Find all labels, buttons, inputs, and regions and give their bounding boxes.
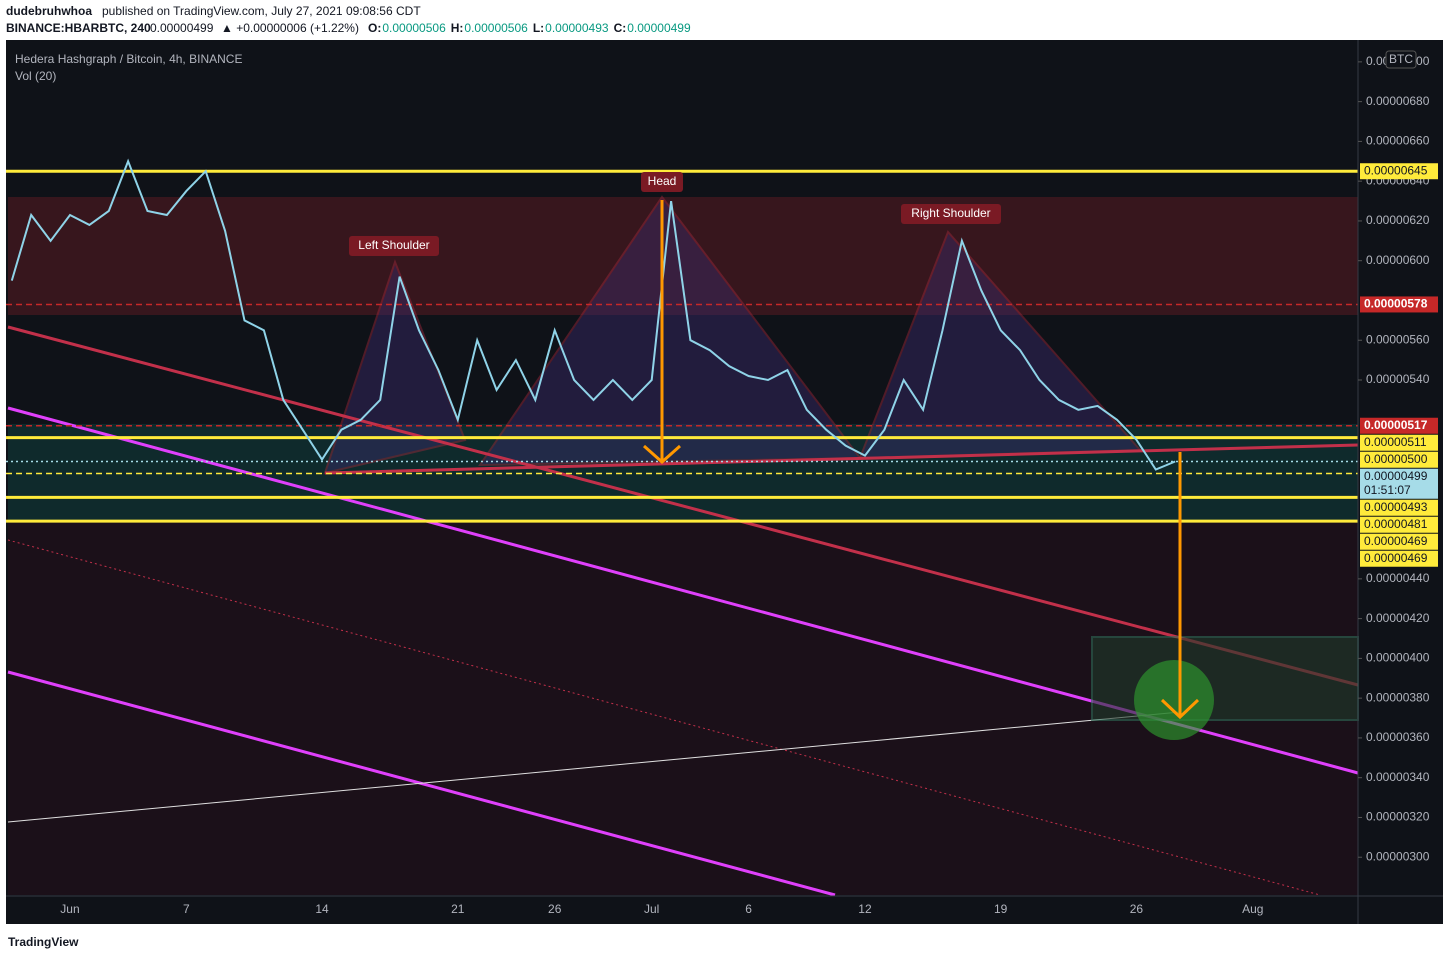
ohlc-value: 0.00000499 (627, 21, 691, 35)
annotation: Head (648, 174, 677, 188)
x-tick-label: Aug (1242, 902, 1263, 916)
x-tick-label: Jul (644, 902, 659, 916)
head-arrow-tip (643, 444, 681, 465)
x-tick-label: Jun (60, 902, 79, 916)
y-tick-label: 0.00000560 (1366, 332, 1430, 346)
head-shape (478, 195, 862, 467)
price-tag (1360, 296, 1438, 313)
price-tag (1360, 163, 1438, 180)
neckline (324, 443, 1359, 475)
price-tag (1360, 550, 1438, 567)
ohlc-key: C: (614, 21, 627, 35)
ohlc-value: 0.00000493 (545, 21, 609, 35)
annotation: Right Shoulder (911, 206, 990, 220)
price-tag-label: 0.00000493 (1364, 500, 1428, 514)
symbol: BINANCE:HBARBTC, 240 (6, 21, 151, 35)
annotation: Left Shoulder (358, 238, 429, 252)
price-tag (1360, 468, 1438, 499)
price-tag-label: 0.00000645 (1364, 163, 1428, 177)
price-tag (1360, 516, 1438, 533)
target-box (1091, 636, 1359, 721)
arrows (643, 200, 1200, 720)
x-tick-label: 7 (183, 902, 190, 916)
trend-line-dotted (7, 539, 1321, 896)
y-tick-label: 0.00000420 (1366, 611, 1430, 625)
price-tag-label: 0.00000500 (1364, 452, 1428, 466)
trend-line (7, 325, 1359, 687)
annotation-bg (901, 204, 1001, 224)
x-tick-label: 14 (315, 902, 329, 916)
x-tick-label: 26 (1130, 902, 1144, 916)
y-tick-label: 0.00000360 (1366, 730, 1430, 744)
target-circle (1134, 660, 1214, 740)
y-tick-label: 0.00000380 (1366, 690, 1430, 704)
price-tag (1360, 434, 1438, 451)
thin-line (7, 711, 1181, 823)
x-tick-label: 26 (548, 902, 562, 916)
x-tick-label: 12 (858, 902, 872, 916)
levels (6, 169, 1358, 523)
price-tag-label: 0.00000578 (1364, 297, 1428, 311)
chart-title: Hedera Hashgraph / Bitcoin, 4h, BINANCE (15, 52, 242, 66)
price-tag-label: 0.00000481 (1364, 517, 1428, 531)
ohlc: O: 0.00000506 H: 0.00000506 L: 0.00000493 C: 0.… (368, 21, 691, 35)
ohlc-value: 0.00000506 (464, 21, 528, 35)
x-tick-label: 21 (451, 902, 465, 916)
currency: BTC (1389, 52, 1413, 66)
price-tag-label: 0.00000511 (1364, 435, 1427, 449)
published: published on TradingView.com, July 27, 2… (102, 4, 421, 18)
currency-box[interactable] (1385, 50, 1417, 69)
y-tick-label: 0.00000600 (1366, 253, 1430, 267)
last-price: 0.00000499 (150, 21, 214, 35)
price-line (10, 158, 1176, 471)
ohlc-value: 0.00000506 (382, 21, 446, 35)
price-tag-label: 0.00000517 (1364, 418, 1428, 432)
ohlc-key: H: (451, 21, 464, 35)
y-tick-label: 0.00000680 (1366, 94, 1430, 108)
chart: Left Shoulder Head Right Shoulder Hedera… (6, 40, 1443, 924)
y-tick-label: 0.00000660 (1366, 134, 1430, 148)
y-tick-label: 0.00000400 (1366, 651, 1430, 665)
change: ▲ +0.00000006 (+1.22%) (221, 21, 359, 35)
annotation-bg (349, 236, 439, 256)
annotation-bg (641, 172, 683, 192)
volume-label: Vol (20) (15, 69, 56, 83)
logo[interactable]: TradingView (8, 935, 79, 949)
plot (10, 158, 1176, 471)
target-arrow-tip (1160, 698, 1200, 720)
x-tick-label: 6 (745, 902, 752, 916)
price-tag (1360, 499, 1438, 516)
x-tick-label: 19 (994, 902, 1008, 916)
y-tick-label: 0.00000620 (1366, 213, 1430, 227)
price-tag-label: 0.00000469 (1364, 551, 1428, 565)
y-tick-label: 0.00000440 (1366, 571, 1430, 585)
y-tick-label: 0.00000320 (1366, 810, 1430, 824)
ohlc-key: O: (368, 21, 381, 35)
resistance-zone (8, 197, 1358, 315)
price-tag (1360, 533, 1438, 550)
y-tick-label: 0.00000300 (1366, 849, 1430, 863)
price-tag-label: 0.00000469 (1364, 534, 1428, 548)
y-tick-label: 0.00000540 (1366, 372, 1430, 386)
y-tick-label: 0.00000340 (1366, 770, 1430, 784)
ohlc-key: L: (533, 21, 544, 35)
price-tag (1360, 451, 1438, 468)
price-tag (1360, 417, 1438, 434)
price-tag-label: 0.00000499 (1364, 469, 1428, 483)
author[interactable]: dudebruhwhoa (6, 4, 92, 18)
countdown: 01:51:07 (1364, 483, 1411, 497)
